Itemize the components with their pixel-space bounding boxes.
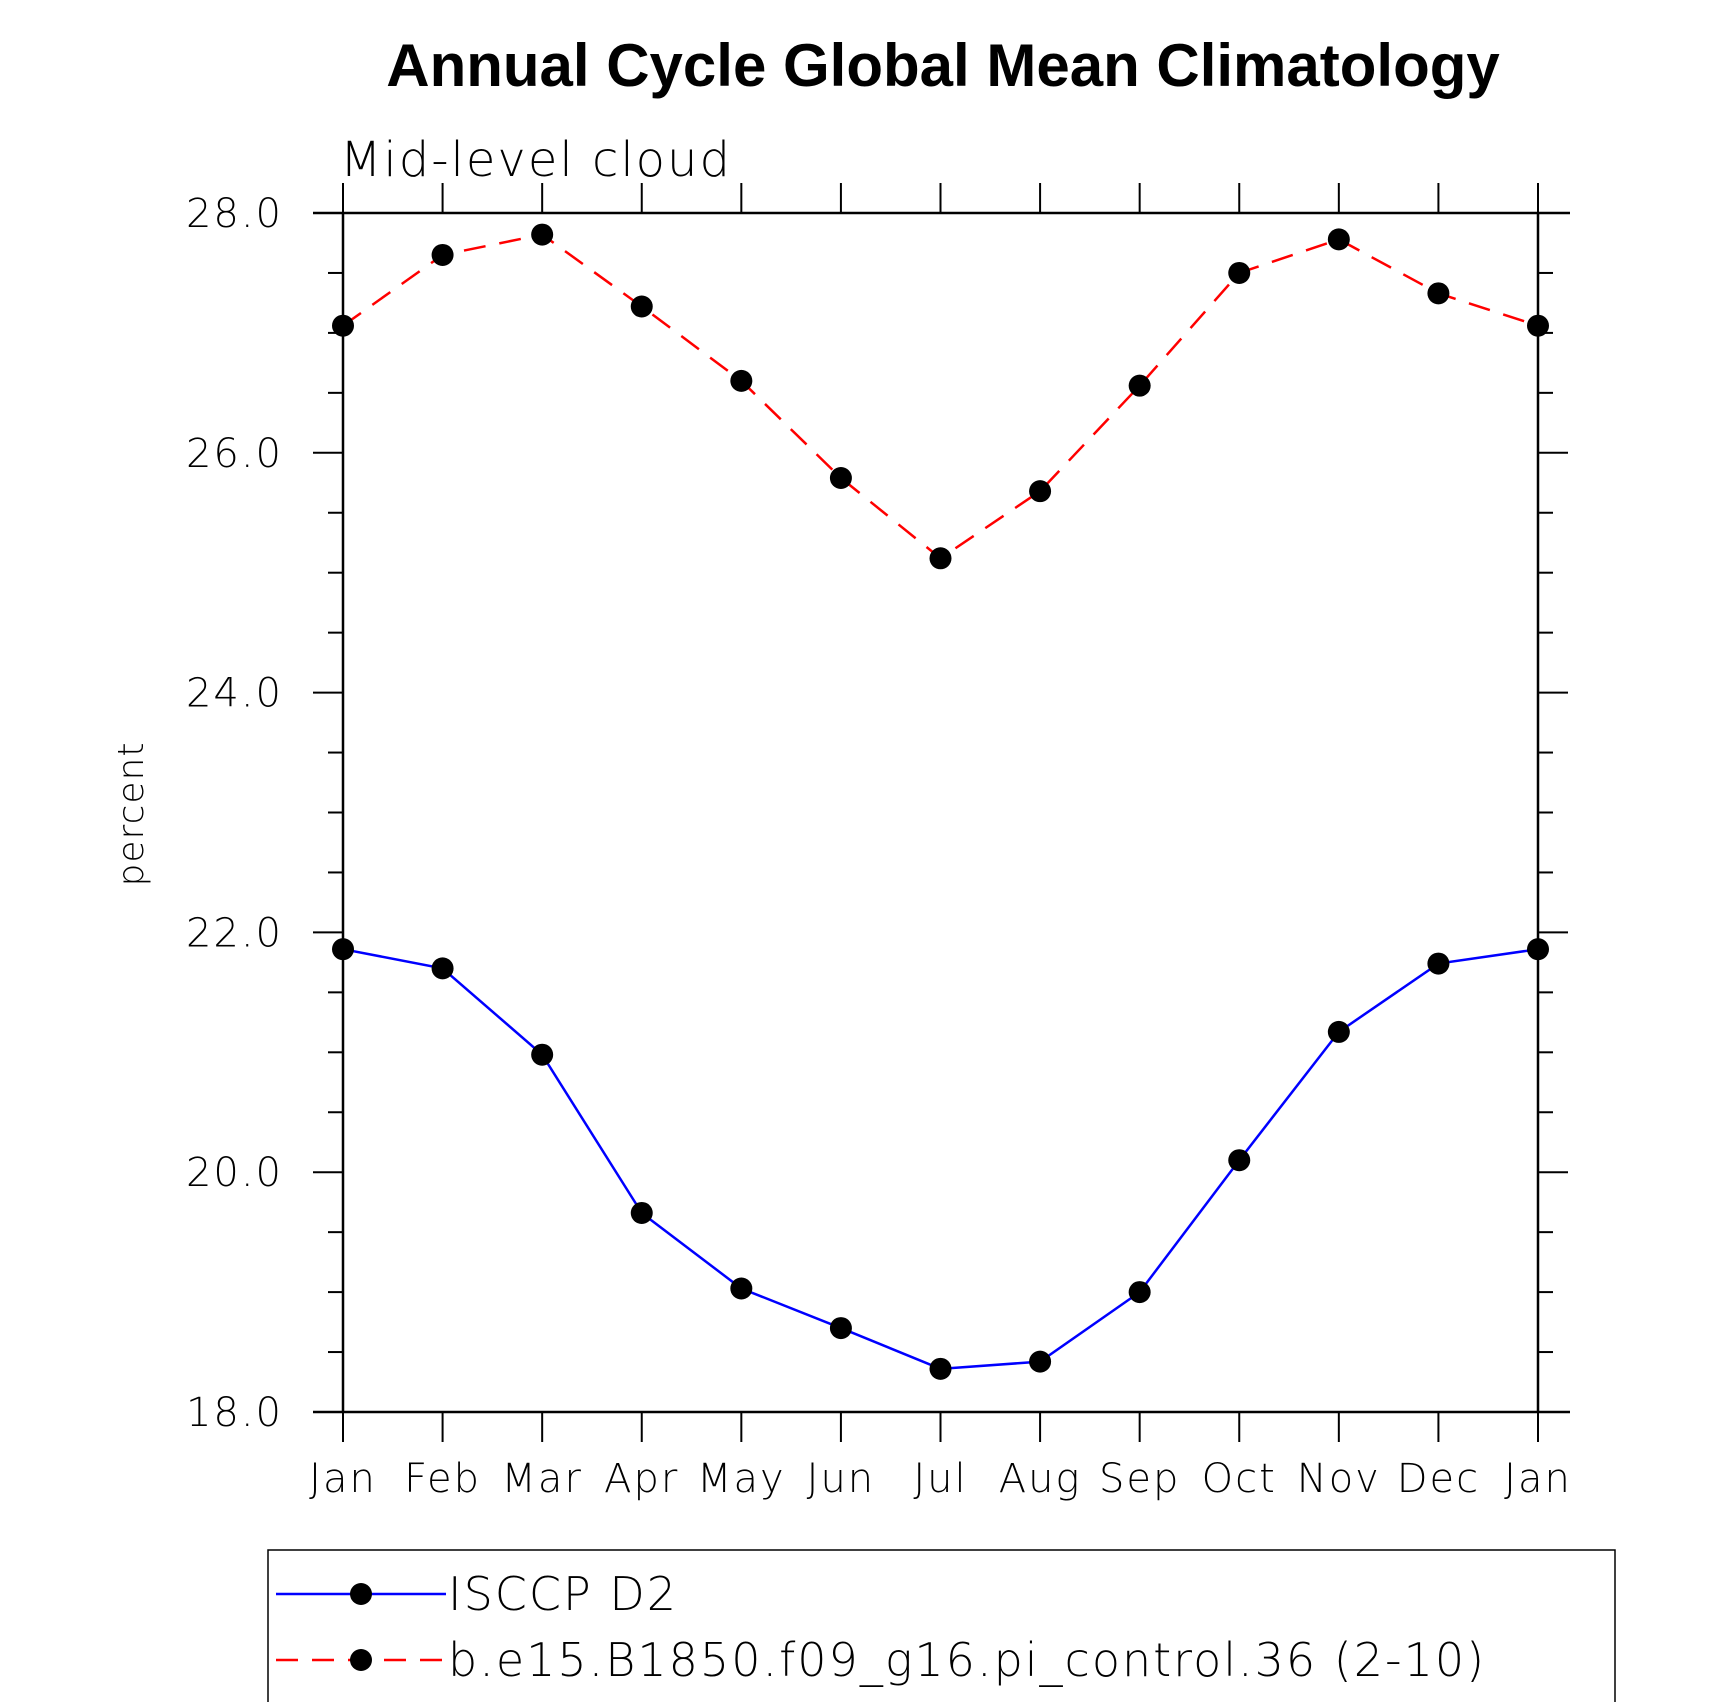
legend: ISCCP D2 b.e15.B1850.f09_g16.pi_control.3… bbox=[267, 1549, 1616, 1702]
x-tick-label: May bbox=[697, 1456, 786, 1502]
x-tick-label: Oct bbox=[1202, 1456, 1277, 1502]
data-point bbox=[1327, 228, 1350, 251]
x-tick-label: Jun bbox=[807, 1456, 876, 1502]
x-tick-label: Jul bbox=[913, 1456, 967, 1502]
y-tick-label: 24.0 bbox=[186, 671, 283, 717]
series-1 bbox=[332, 938, 1549, 1380]
data-point bbox=[1128, 1281, 1151, 1304]
y-axis: 18.0 20.0 22.0 24.0 26.0 28.0 bbox=[186, 191, 1568, 1436]
data-point bbox=[332, 314, 354, 337]
legend-marker bbox=[350, 1649, 372, 1671]
data-point bbox=[531, 1043, 554, 1066]
data-point bbox=[929, 1357, 952, 1380]
x-tick-label: Dec bbox=[1397, 1456, 1480, 1502]
legend-label: b.e15.B1850.f09_g16.pi_control.36 (2-10) bbox=[448, 1633, 1486, 1687]
series-line bbox=[342, 947, 1539, 1371]
y-tick-label: 20.0 bbox=[186, 1150, 283, 1196]
data-point bbox=[431, 957, 454, 980]
data-point bbox=[730, 1277, 753, 1300]
data-point bbox=[1228, 1149, 1251, 1172]
legend-label: ISCCP D2 bbox=[448, 1567, 678, 1621]
legend-item-2: b.e15.B1850.f09_g16.pi_control.36 (2-10) bbox=[276, 1633, 1486, 1687]
data-point bbox=[531, 223, 554, 246]
legend-item-1: ISCCP D2 bbox=[276, 1567, 678, 1621]
x-tick-label: Jan bbox=[1504, 1456, 1572, 1502]
data-point bbox=[1527, 938, 1549, 961]
chart-title: Annual Cycle Global Mean Climatology bbox=[386, 32, 1500, 99]
y-tick-label: 22.0 bbox=[186, 910, 283, 956]
data-point bbox=[1228, 261, 1251, 284]
x-tick-label: Nov bbox=[1297, 1456, 1381, 1502]
data-point bbox=[332, 938, 354, 961]
series-layer bbox=[332, 223, 1549, 1380]
data-point bbox=[730, 369, 753, 392]
data-point bbox=[431, 243, 454, 266]
x-tick-label: Mar bbox=[501, 1456, 582, 1502]
series-2 bbox=[332, 223, 1549, 570]
data-point bbox=[829, 466, 852, 489]
data-point bbox=[929, 547, 952, 570]
y-tick-label: 28.0 bbox=[186, 191, 283, 237]
series-line bbox=[342, 233, 1539, 560]
data-point bbox=[1427, 282, 1450, 305]
legend-box bbox=[267, 1549, 1616, 1702]
plot-frame bbox=[313, 211, 1570, 1414]
x-tick-label: Apr bbox=[604, 1456, 679, 1502]
chart-subtitle: Mid-level cloud bbox=[340, 132, 732, 188]
x-axis: Jan Feb Mar Apr May Jun Jul Aug Sep Oct Nov Dec Jan bbox=[309, 183, 1572, 1502]
x-tick-label: Jan bbox=[309, 1456, 377, 1502]
x-tick-label: Aug bbox=[999, 1456, 1082, 1502]
data-point bbox=[1029, 480, 1052, 503]
y-tick-label: 26.0 bbox=[186, 431, 283, 477]
x-tick-label: Feb bbox=[404, 1456, 481, 1502]
y-tick-label: 18.0 bbox=[186, 1390, 283, 1436]
data-point bbox=[1427, 952, 1450, 975]
data-point bbox=[829, 1317, 852, 1340]
x-tick-label: Sep bbox=[1099, 1456, 1180, 1502]
legend-marker bbox=[350, 1583, 372, 1605]
data-point bbox=[630, 295, 653, 318]
data-point bbox=[1029, 1350, 1052, 1373]
y-axis-title: percent bbox=[111, 742, 152, 887]
data-point bbox=[630, 1201, 653, 1224]
data-point bbox=[1128, 374, 1151, 397]
data-point bbox=[1327, 1020, 1350, 1043]
data-point bbox=[1527, 314, 1549, 337]
